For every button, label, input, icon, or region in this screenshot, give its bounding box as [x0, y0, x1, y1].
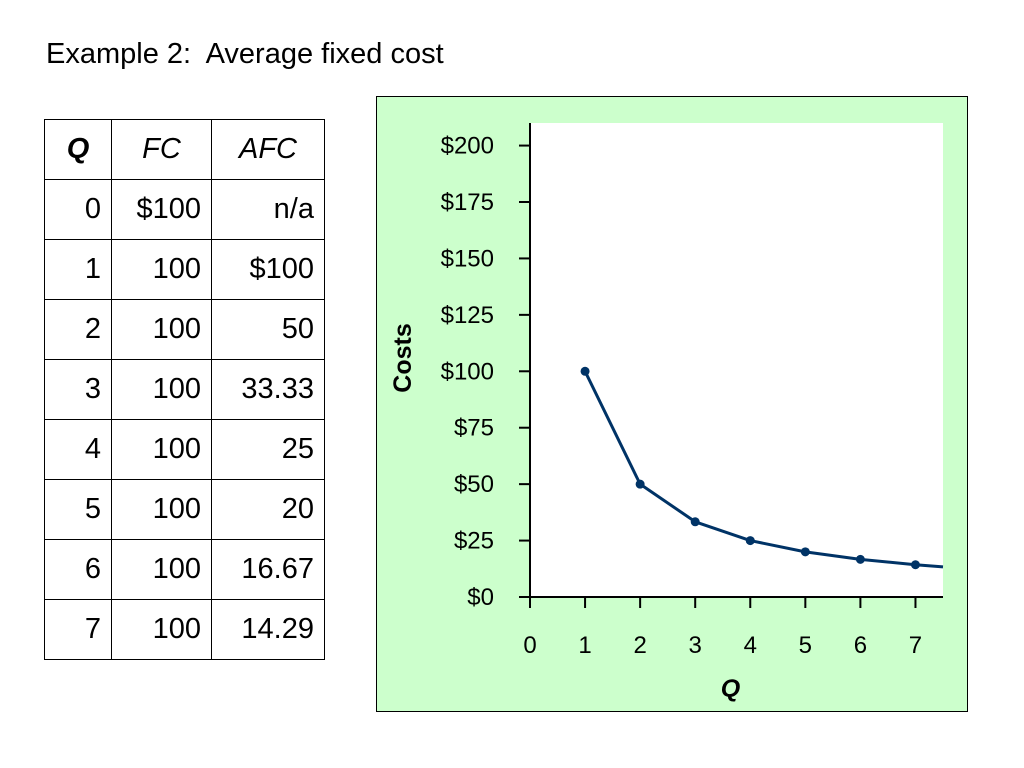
cell-afc: 20 [211, 479, 325, 540]
table-row: 7 100 14.29 [44, 599, 325, 660]
cell-q: 4 [44, 419, 112, 480]
table-row: 5 100 20 [44, 479, 325, 540]
table-row: 4 100 25 [44, 419, 325, 480]
cell-fc: 100 [111, 419, 212, 480]
cell-q: 0 [44, 179, 112, 240]
y-tick-label: $50 [454, 471, 494, 498]
cell-fc: 100 [111, 359, 212, 420]
cell-fc: $100 [111, 179, 212, 240]
y-tick-label: $75 [454, 415, 494, 442]
x-tick-label: 6 [854, 632, 867, 659]
table-row: 1 100 $100 [44, 239, 325, 300]
cost-table: Q FC AFC 0 $100 n/a 1 100 $100 2 100 50 [44, 119, 325, 660]
y-tick-label: $175 [441, 189, 494, 216]
header-fc: FC [111, 119, 212, 180]
x-tick-label: 5 [799, 632, 812, 659]
cell-afc: 14.29 [211, 599, 325, 660]
y-tick-label: $100 [441, 358, 494, 385]
table-row: 6 100 16.67 [44, 539, 325, 600]
header-afc: AFC [211, 119, 325, 180]
cell-afc: 16.67 [211, 539, 325, 600]
cell-q: 5 [44, 479, 112, 540]
data-point [745, 536, 755, 546]
x-tick-label: 1 [578, 632, 591, 659]
cell-q: 3 [44, 359, 112, 420]
slide-title: Example 2: Average fixed cost [46, 38, 444, 70]
cell-fc: 100 [111, 479, 212, 540]
cell-afc: n/a [211, 179, 325, 240]
cell-q: 2 [44, 299, 112, 360]
x-tick-label: 2 [633, 632, 646, 659]
y-axis-label: Costs [389, 323, 417, 392]
cell-afc: $100 [211, 239, 325, 300]
cell-fc: 100 [111, 299, 212, 360]
cell-q: 7 [44, 599, 112, 660]
chart-panel: $0 $25 $50 $75 $100 $125 $150 $175 $200 0 1 2 3 4 5 6 7 Q… [376, 96, 968, 712]
afc-chart: $0 $25 $50 $75 $100 $125 $150 $175 $200 0 1 2 3 4 5 6 7 Q… [389, 123, 944, 703]
table-row: 0 $100 n/a [44, 179, 325, 240]
y-tick-label: $25 [454, 528, 494, 555]
x-tick-label: 3 [689, 632, 702, 659]
x-axis-label: Q [721, 675, 741, 703]
afc-curve [583, 370, 944, 569]
table-row: 3 100 33.33 [44, 359, 325, 420]
y-tick-label: $200 [441, 133, 494, 160]
y-tick-label: $0 [467, 584, 494, 611]
cell-afc: 33.33 [211, 359, 325, 420]
cell-afc: 25 [211, 419, 325, 480]
cell-fc: 100 [111, 239, 212, 300]
data-point [580, 366, 590, 376]
x-tick-label: 0 [523, 632, 536, 659]
y-tick-label: $125 [441, 302, 494, 329]
data-point [690, 517, 700, 527]
table-row: 2 100 50 [44, 299, 325, 360]
table-header-row: Q FC AFC [44, 119, 325, 180]
cell-fc: 100 [111, 539, 212, 600]
y-tick-label: $150 [441, 245, 494, 272]
x-tick-label: 7 [909, 632, 922, 659]
header-q: Q [44, 119, 112, 180]
data-point [800, 547, 810, 557]
plot-area [530, 123, 943, 597]
data-point [910, 560, 920, 570]
cell-q: 1 [44, 239, 112, 300]
data-point [635, 479, 645, 489]
x-tick-label: 4 [744, 632, 757, 659]
cell-q: 6 [44, 539, 112, 600]
cell-fc: 100 [111, 599, 212, 660]
cell-afc: 50 [211, 299, 325, 360]
data-point [855, 554, 865, 564]
